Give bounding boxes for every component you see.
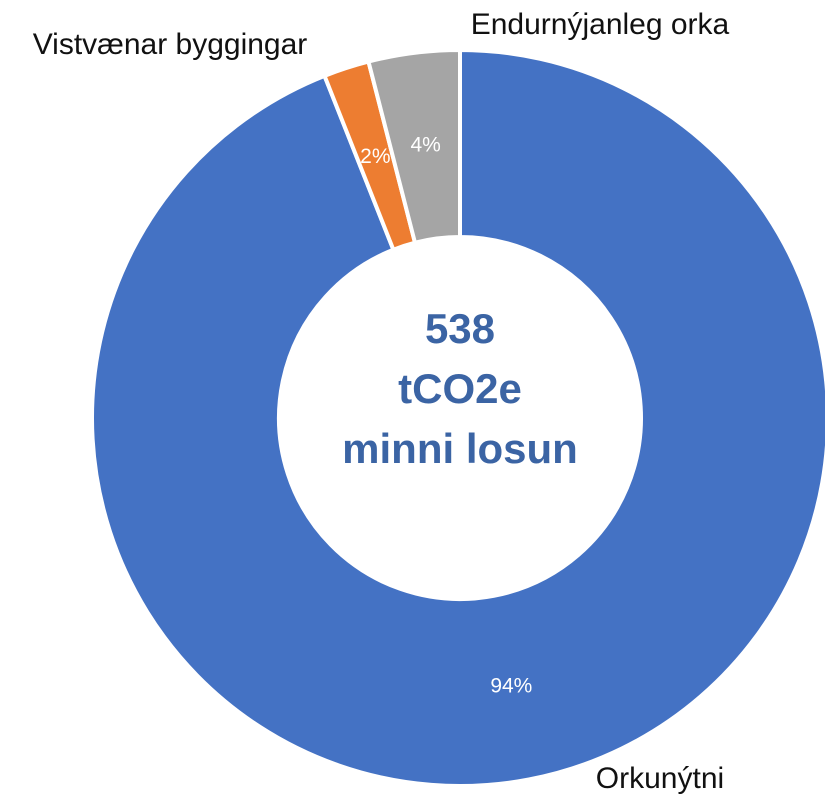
data-label: 2% <box>360 145 390 168</box>
center-text: minni losun <box>342 425 578 472</box>
category-label: Endurnýjanleg orka <box>471 8 730 41</box>
data-label: 4% <box>410 134 440 157</box>
donut-slice <box>366 47 462 246</box>
category-label: Vistvænar byggingar <box>33 28 308 61</box>
donut-slice <box>90 47 825 788</box>
center-text: tCO2e <box>398 365 522 412</box>
category-label: Orkunýtni <box>596 762 724 795</box>
center-text: 538 <box>425 305 495 352</box>
data-label: 94% <box>490 675 532 698</box>
